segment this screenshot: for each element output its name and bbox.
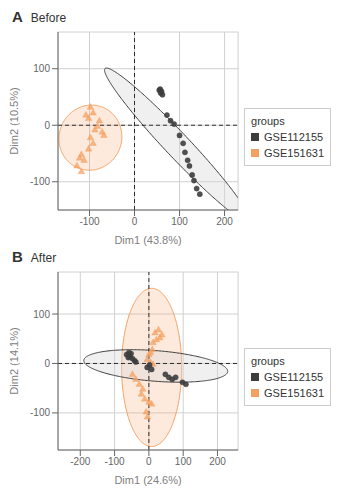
svg-text:200: 200	[216, 216, 233, 227]
html-text:A: A	[12, 8, 23, 25]
svg-text:0: 0	[146, 456, 152, 467]
html-text:Before: Before	[30, 11, 67, 25]
svg-text:200: 200	[209, 456, 226, 467]
html-text:After: After	[30, 251, 57, 265]
svg-text:-100: -100	[105, 456, 125, 467]
html-text:B: B	[12, 248, 23, 265]
svg-text:-100: -100	[80, 216, 100, 227]
svg-text:-200: -200	[70, 456, 90, 467]
html-text:GSE112155: GSE112155	[264, 371, 324, 383]
svg-text:Dim2 (10.5%): Dim2 (10.5%)	[8, 87, 20, 154]
svg-text:Dim1 (24.6%): Dim1 (24.6%)	[114, 474, 181, 486]
svg-text:-100: -100	[30, 176, 50, 187]
html-text:GSE151631: GSE151631	[264, 387, 324, 399]
svg-text:Dim1 (43.8%): Dim1 (43.8%)	[114, 234, 181, 246]
svg-text:100: 100	[175, 456, 192, 467]
svg-text:0: 0	[44, 120, 50, 131]
svg-text:0: 0	[44, 358, 50, 369]
svg-text:100: 100	[171, 216, 188, 227]
html-text:GSE112155: GSE112155	[264, 131, 324, 143]
html-text:groups: groups	[251, 355, 285, 367]
svg-text:-100: -100	[30, 407, 50, 418]
svg-text:100: 100	[33, 309, 50, 320]
html-text:groups: groups	[251, 115, 285, 127]
svg-text:100: 100	[33, 63, 50, 74]
svg-text:Dim2 (14.1%): Dim2 (14.1%)	[8, 327, 20, 394]
html-text:GSE151631: GSE151631	[264, 147, 324, 159]
svg-text:0: 0	[132, 216, 138, 227]
